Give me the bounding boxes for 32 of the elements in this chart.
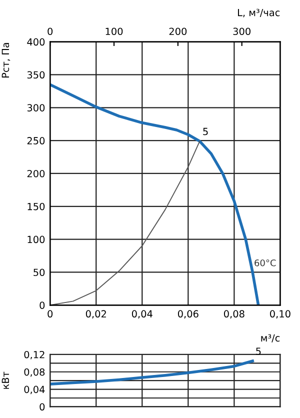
x2-axis-title: L, м³/час <box>238 8 280 18</box>
line-series <box>50 140 200 306</box>
x2-tick-label: 200 <box>169 28 187 36</box>
y-tick-label: 0,08 <box>24 368 45 377</box>
y-tick-label: 200 <box>27 170 45 178</box>
y-tick-label: 50 <box>34 268 45 276</box>
x-tick-label: 0,06 <box>178 310 198 319</box>
y-tick-label: 350 <box>27 71 45 79</box>
x-tick-label: 0,02 <box>86 310 106 319</box>
y-tick-label: 300 <box>27 104 45 112</box>
y-tick-label: 0 <box>40 302 45 309</box>
annotation: 5 <box>256 348 261 355</box>
x2-tick-label: 100 <box>106 28 123 36</box>
y-tick-label: 0,12 <box>24 350 44 360</box>
x2-tick-label: 300 <box>233 28 250 36</box>
y-tick-label: 150 <box>28 202 45 210</box>
x-tick-label: 0 <box>48 310 53 318</box>
annotation: 5 <box>203 128 208 136</box>
y-tick-label: 0 <box>40 403 45 411</box>
y-axis-title: кВт <box>2 372 9 389</box>
y-tick-label: 400 <box>27 38 45 46</box>
y-tick-label: 250 <box>27 137 45 144</box>
x2-tick-label: 0 <box>48 28 53 36</box>
x-axis-title: м³/с <box>261 334 280 342</box>
line-series <box>50 360 254 386</box>
y-tick-label: 100 <box>28 236 45 244</box>
y-tick-label: 0,04 <box>24 386 45 394</box>
series-label: 60°C <box>254 259 276 266</box>
x-tick-label: 0,10 <box>270 310 290 319</box>
x-tick-label: 0,08 <box>224 310 244 319</box>
x-tick-label: 0,04 <box>132 310 152 319</box>
y-axis-title: Рст, Па <box>2 42 10 78</box>
